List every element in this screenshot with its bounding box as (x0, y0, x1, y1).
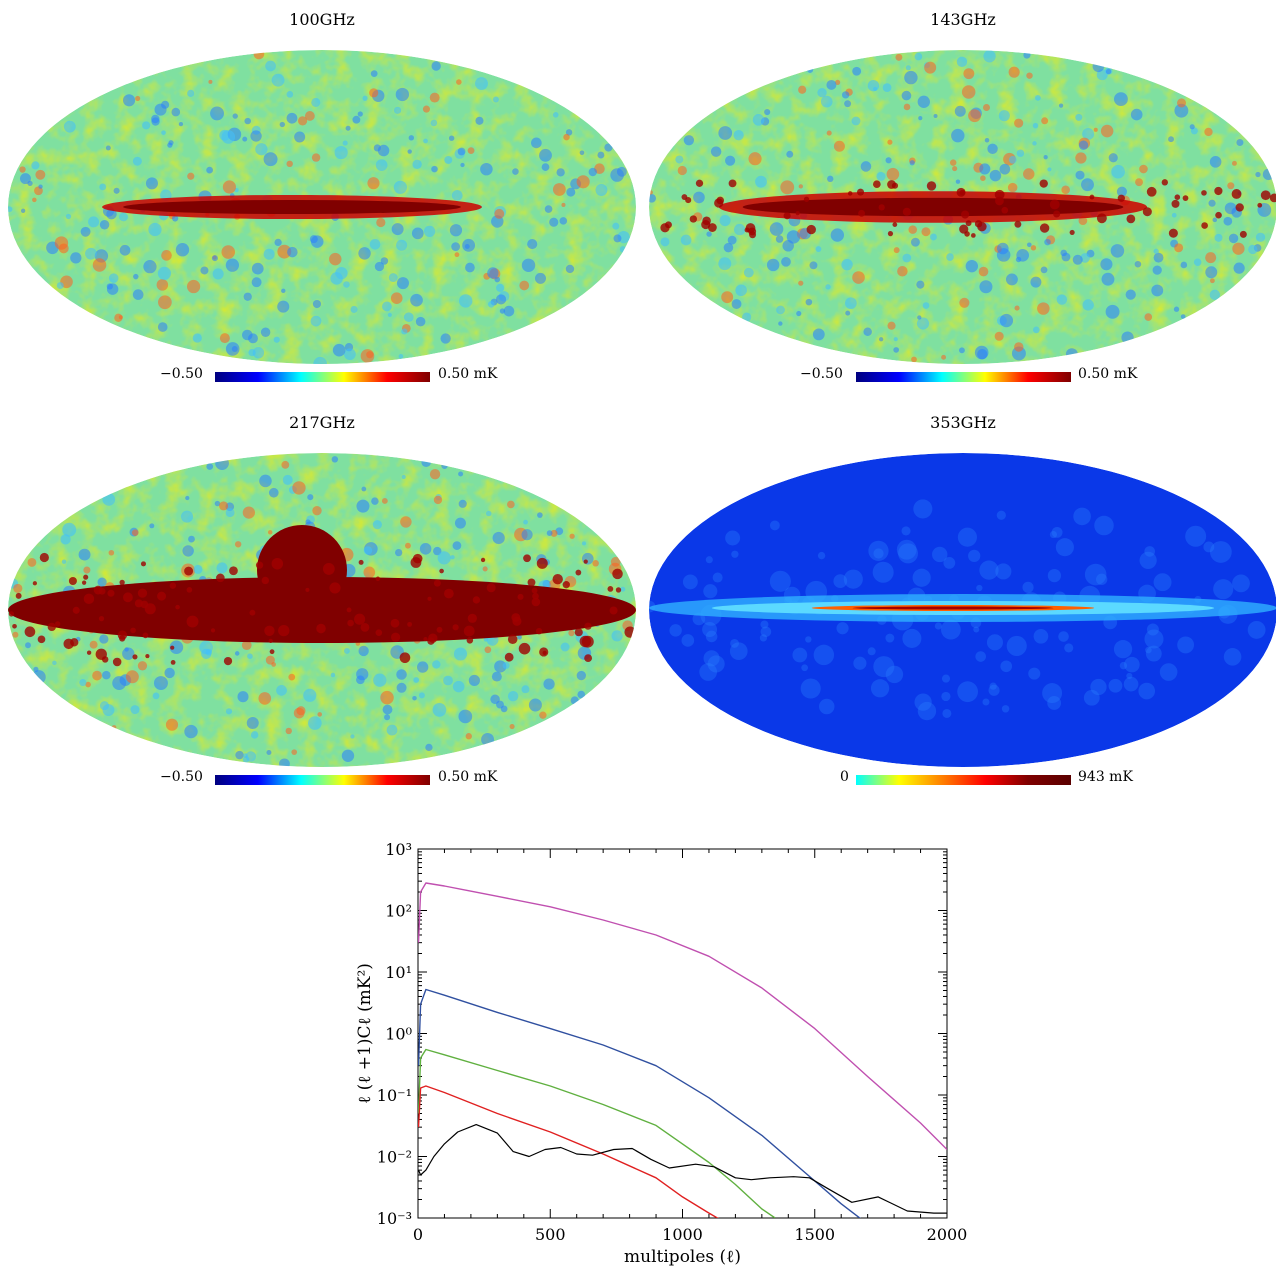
map-title-143ghz: 143GHz (930, 10, 996, 29)
series-group (418, 882, 947, 1218)
map-title-217ghz: 217GHz (289, 413, 355, 432)
colorbar-max-100ghz: 0.50 mK (438, 366, 498, 382)
y-tick-label: 10¹ (385, 963, 412, 982)
sky-map-217ghz (8, 453, 636, 767)
colorbar-max-217ghz: 0.50 mK (438, 769, 498, 785)
sky-map-143ghz (649, 50, 1276, 364)
map-title-100ghz: 100GHz (289, 10, 355, 29)
series-line-0 (418, 882, 947, 1150)
y-tick-label: 10⁰ (385, 1025, 412, 1044)
colorbar-100ghz (215, 372, 430, 382)
colorbar-min-100ghz: −0.50 (160, 366, 203, 382)
y-tick-label: 10⁻¹ (377, 1086, 412, 1105)
y-tick-label: 10⁻² (377, 1148, 412, 1167)
colorbar-min-353ghz: 0 (840, 769, 849, 785)
colorbar-max-353ghz: 943 mK (1078, 769, 1133, 785)
sky-map-100ghz (8, 50, 636, 364)
colorbar-max-143ghz: 0.50 mK (1078, 366, 1138, 382)
x-tick-label: 0 (413, 1225, 423, 1244)
plot-frame (417, 848, 948, 1219)
power-spectrum-plot: 0 500 1000 1500 2000 10⁻³ 10⁻² 10⁻¹ 10⁰ 10¹ 10² 10³… (355, 840, 967, 1267)
colorbar-143ghz (856, 372, 1071, 382)
x-axis-label: multipoles (ℓ) (624, 1247, 741, 1267)
x-tick-label: 2000 (927, 1225, 968, 1244)
x-tick-label: 500 (535, 1225, 566, 1244)
y-tick-label: 10⁻³ (377, 1209, 412, 1228)
x-tick-label: 1000 (662, 1225, 703, 1244)
colorbar-353ghz (856, 775, 1071, 785)
series-line-3 (418, 1085, 719, 1218)
series-line-4 (418, 1123, 947, 1214)
y-tick-label: 10² (385, 902, 412, 921)
colorbar-217ghz (215, 775, 430, 785)
y-tick-label: 10³ (385, 840, 412, 859)
y-axis-label: ℓ (ℓ +1)Cℓ (mK²) (355, 963, 375, 1104)
sky-map-353ghz (649, 453, 1276, 767)
series-line-2 (418, 1048, 776, 1218)
x-tick-label: 1500 (794, 1225, 835, 1244)
colorbar-min-143ghz: −0.50 (800, 366, 843, 382)
colorbar-min-217ghz: −0.50 (160, 769, 203, 785)
map-title-353ghz: 353GHz (930, 413, 996, 432)
series-line-1 (418, 988, 861, 1218)
